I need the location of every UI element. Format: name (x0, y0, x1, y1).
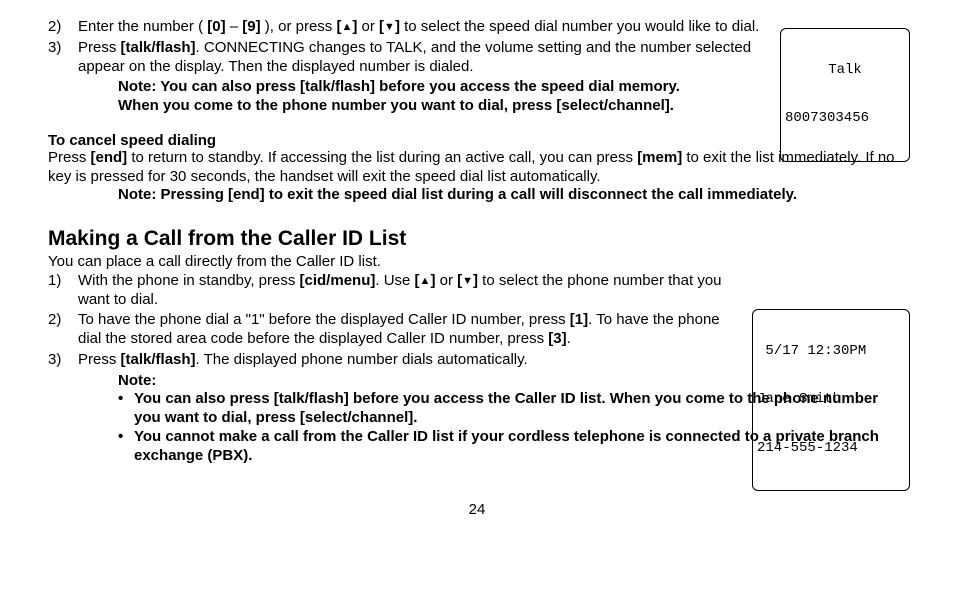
key-0: [0] (207, 18, 225, 35)
txt: With the phone in standby, press (78, 272, 300, 289)
txt: to return to standby. If accessing the l… (127, 149, 637, 166)
down-arrow-icon: ▼ (462, 276, 473, 287)
key-mem: [mem] (637, 149, 682, 166)
key-1: [1] (570, 311, 588, 328)
txt: or (435, 272, 457, 289)
step-3: 3) Press [talk/flash]. CONNECTING change… (48, 39, 906, 77)
cid-display-line1: 5/17 12:30PM (757, 343, 905, 359)
key-3: [3] (548, 330, 566, 347)
txt: To have the phone dial a "1" before the … (78, 311, 570, 328)
talk-display-line1: Talk (785, 62, 905, 78)
step-2-num: 2) (48, 18, 78, 37)
cid-step-1: 1) With the phone in standby, press [cid… (48, 272, 906, 310)
bullet-icon: • (118, 390, 134, 428)
txt: Press (78, 39, 121, 56)
txt: ), or press (261, 18, 337, 35)
heading-cancel-speed-dial: To cancel speed dialing (48, 132, 906, 149)
key-down: [▼] (457, 272, 478, 289)
cid-display: 5/17 12:30PM Jane Smith 214-555-1234 (752, 309, 910, 491)
step-2: 2) Enter the number ( [0] – [9] ), or pr… (48, 18, 906, 37)
up-arrow-icon: ▲ (341, 22, 352, 33)
txt: . (567, 330, 571, 347)
cid-display-line2: Jane Smith (757, 391, 905, 407)
bullet-icon: • (118, 428, 134, 466)
key-talkflash: [talk/flash] (121, 351, 196, 368)
txt: . The displayed phone number dials autom… (196, 351, 528, 368)
step-3-num: 3) (48, 39, 78, 77)
talk-display-line2: 8007303456 (785, 110, 905, 126)
key-end: [end] (91, 149, 128, 166)
txt: to select the speed dial number you woul… (400, 18, 759, 35)
txt: or (357, 18, 379, 35)
txt: – (226, 18, 243, 35)
page-number: 24 (48, 501, 906, 518)
note-cancel: Note: Pressing [end] to exit the speed d… (118, 186, 906, 205)
txt: . Use (375, 272, 414, 289)
key-up: [▲] (336, 18, 357, 35)
cid-step-2-num: 2) (48, 311, 78, 349)
key-9: [9] (242, 18, 260, 35)
key-talkflash: [talk/flash] (121, 39, 196, 56)
key-cidmenu: [cid/menu] (300, 272, 376, 289)
txt: Press (48, 149, 91, 166)
down-arrow-icon: ▼ (384, 22, 395, 33)
txt: Enter the number ( (78, 18, 207, 35)
cid-step-1-text: With the phone in standby, press [cid/me… (78, 272, 906, 310)
txt: Press (78, 351, 121, 368)
cid-intro: You can place a call directly from the C… (48, 253, 906, 272)
key-down: [▼] (379, 18, 400, 35)
cid-step-3-num: 3) (48, 351, 78, 370)
talk-display: Talk 8007303456 (780, 28, 910, 162)
key-up: [▲] (415, 272, 436, 289)
cid-step-1-num: 1) (48, 272, 78, 310)
cancel-paragraph: Press [end] to return to standby. If acc… (48, 149, 906, 187)
up-arrow-icon: ▲ (420, 276, 431, 287)
heading-caller-id: Making a Call from the Caller ID List (48, 227, 906, 251)
cid-display-line3: 214-555-1234 (757, 440, 905, 456)
